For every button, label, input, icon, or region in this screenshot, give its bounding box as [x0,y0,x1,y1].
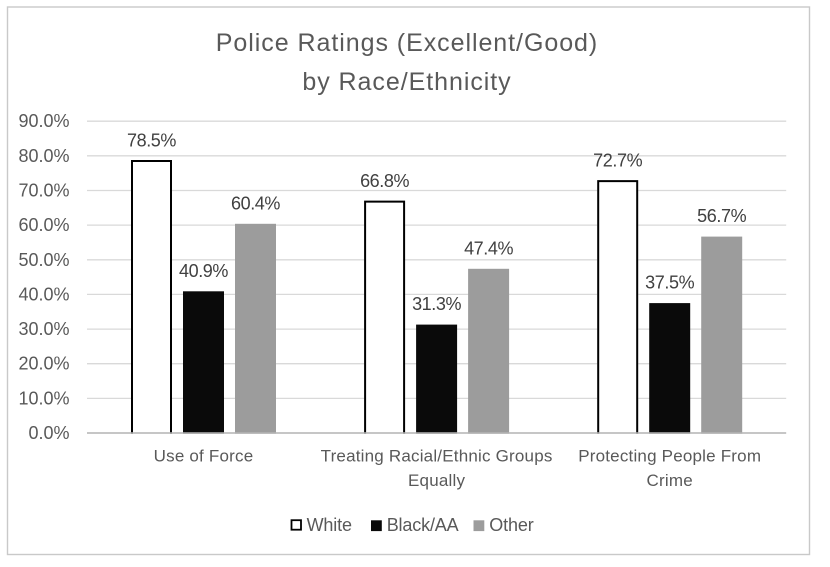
svg-text:31.3%: 31.3% [412,294,461,314]
svg-text:Other: Other [489,515,533,535]
svg-text:78.5%: 78.5% [127,131,176,151]
svg-text:Police Ratings (Excellent/Good: Police Ratings (Excellent/Good) [216,29,598,57]
svg-text:47.4%: 47.4% [464,238,513,258]
svg-text:80.0%: 80.0% [18,146,69,166]
svg-text:60.0%: 60.0% [18,215,69,235]
svg-text:White: White [307,515,352,535]
svg-text:30.0%: 30.0% [18,319,69,339]
svg-text:Treating Racial/Ethnic Groups: Treating Racial/Ethnic Groups [321,447,553,466]
svg-text:37.5%: 37.5% [645,273,694,293]
svg-text:Equally: Equally [408,471,465,490]
svg-text:10.0%: 10.0% [18,388,69,408]
svg-text:70.0%: 70.0% [18,181,69,201]
svg-text:90.0%: 90.0% [18,111,69,131]
svg-text:72.7%: 72.7% [593,151,642,171]
svg-text:56.7%: 56.7% [697,206,746,226]
svg-text:20.0%: 20.0% [18,354,69,374]
svg-text:50.0%: 50.0% [18,250,69,270]
svg-text:Crime: Crime [647,471,693,490]
svg-text:by Race/Ethnicity: by Race/Ethnicity [302,68,511,96]
svg-text:40.9%: 40.9% [179,261,228,281]
svg-text:Protecting People From: Protecting People From [578,447,761,466]
svg-text:66.8%: 66.8% [360,171,409,191]
svg-text:40.0%: 40.0% [18,284,69,304]
svg-text:Use of Force: Use of Force [154,447,254,466]
svg-text:Black/AA: Black/AA [387,515,459,535]
svg-text:60.4%: 60.4% [231,193,280,213]
svg-text:0.0%: 0.0% [28,423,69,443]
